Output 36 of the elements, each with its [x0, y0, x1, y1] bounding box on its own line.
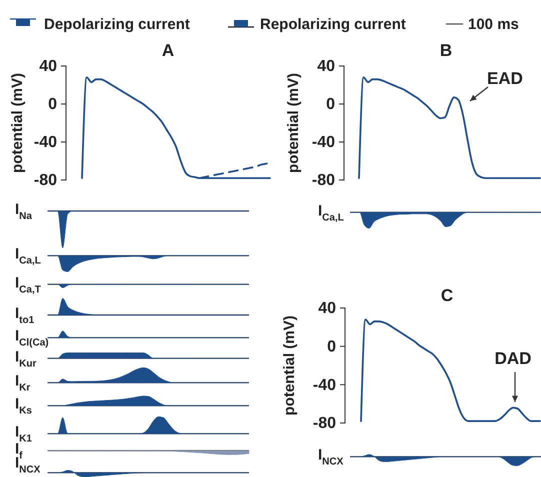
y-tick-label: 0	[48, 96, 58, 114]
y-axis-title: I$_{Kr}$	[15, 372, 30, 394]
y-tick-label: 40	[39, 58, 58, 76]
y-tick-label: -40	[34, 134, 58, 152]
y-tick-label: 0	[326, 96, 336, 114]
y-axis-title: I$_{to1}$	[15, 305, 35, 326]
y-axis-title: I$_{Na}$	[15, 201, 32, 222]
line-series	[81, 76, 271, 179]
text: Repolarizing current	[260, 16, 406, 33]
y-tick-label: -80	[312, 172, 336, 190]
y-axis-title: I$_{NCX}$	[318, 446, 344, 468]
y-tick-label: 0	[327, 338, 336, 356]
y-tick-label: -80	[34, 172, 58, 190]
y-axis-title: potential (mV)	[285, 73, 302, 173]
y-axis-title: potential (mV)	[9, 73, 26, 173]
y-tick-label: -80	[312, 415, 336, 432]
text: 100 ms	[468, 16, 519, 33]
y-axis-title: I$_{Kur}$	[15, 348, 36, 369]
y-axis-title: I$_{Cl(Ca)}$	[15, 328, 49, 348]
y-axis-title: I$_{Ks}$	[15, 396, 32, 416]
y-tick-label: -40	[312, 376, 336, 394]
annotation: DAD	[494, 349, 532, 368]
y-axis-title: I$_{Ca,L}$	[318, 202, 344, 223]
y-tick-label: -40	[312, 134, 336, 152]
chart-title: C	[440, 286, 454, 305]
annotation: EAD	[487, 69, 523, 88]
y-tick-label: 40	[317, 58, 336, 76]
y-tick-label: 40	[318, 300, 336, 318]
text: Depolarizing current	[44, 16, 190, 33]
y-axis-title: potential (mV)	[281, 316, 298, 416]
chart-title: A	[162, 41, 174, 60]
y-axis-title: I$_{K1}$	[15, 424, 32, 444]
line-series	[360, 318, 541, 422]
chart-title: B	[440, 41, 452, 60]
y-axis-title: I$_{Ca,T}$	[15, 274, 41, 295]
y-axis-title: I$_{Ca,L}$	[15, 246, 41, 266]
